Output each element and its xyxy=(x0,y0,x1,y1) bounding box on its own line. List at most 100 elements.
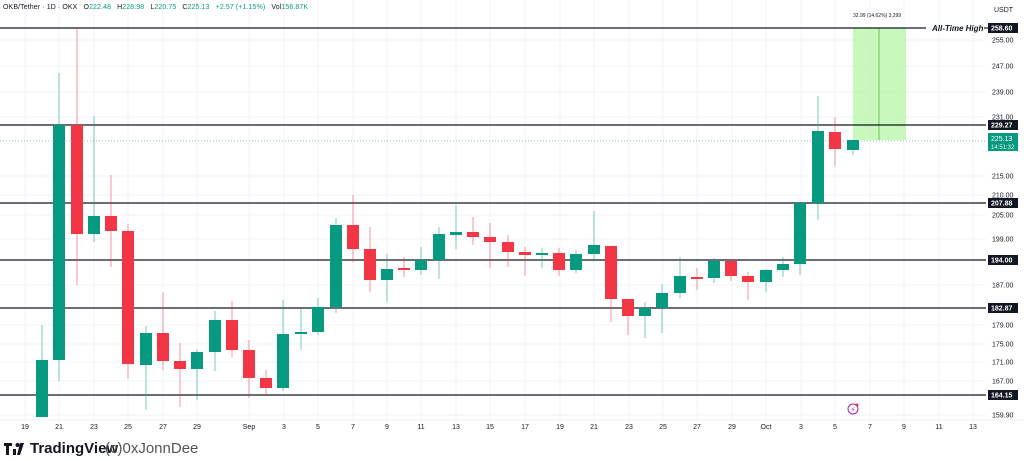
date-tick: 3 xyxy=(282,424,286,431)
level-price-badge xyxy=(988,303,1018,313)
date-tick: 15 xyxy=(486,424,494,431)
price-tick: 159.90 xyxy=(992,413,1014,420)
svg-text:225.13: 225.13 xyxy=(991,136,1013,143)
candle xyxy=(105,175,117,267)
current-price-badge: 225.13 14:51:32 xyxy=(988,133,1018,151)
candle xyxy=(639,302,651,338)
ohlc-legend: OKB/Tether · 1D · OKX O222.48 H228.98 L2… xyxy=(3,4,309,11)
price-tick: 167.00 xyxy=(992,379,1014,386)
measure-label: 32.99 (14.62%) 3,299 xyxy=(853,13,901,19)
ath-label: All-Time High xyxy=(931,24,984,33)
footer: TradingView (c)0xJonnDee xyxy=(0,438,1024,461)
date-tick: 23 xyxy=(625,424,633,431)
date-tick: 5 xyxy=(316,424,320,431)
low-value: 220.75 xyxy=(154,4,177,11)
price-tick: 179.00 xyxy=(992,323,1014,330)
candle xyxy=(484,223,496,268)
candle xyxy=(71,28,83,285)
candle xyxy=(191,349,203,400)
date-tick: 25 xyxy=(124,424,132,431)
high-value: 228.98 xyxy=(122,4,145,11)
date-tick: 9 xyxy=(902,424,906,431)
lightning-icon[interactable]: ⚡ xyxy=(847,403,859,415)
candle xyxy=(847,140,859,155)
price-tick: 231.00 xyxy=(992,115,1014,122)
candle xyxy=(674,257,686,298)
date-tick: 21 xyxy=(590,424,598,431)
currency-label: USDT xyxy=(994,7,1014,14)
level-price-badge xyxy=(988,120,1018,130)
price-tick: 239.00 xyxy=(992,90,1014,97)
candle xyxy=(536,248,548,268)
candle xyxy=(656,284,668,333)
candle xyxy=(140,326,152,410)
candle xyxy=(777,257,789,277)
date-tick: 21 xyxy=(55,424,63,431)
tradingview-logo[interactable]: TradingView xyxy=(4,440,118,457)
candle xyxy=(295,309,307,350)
candle xyxy=(157,292,169,370)
candle xyxy=(381,254,393,302)
symbol-title[interactable]: OKB/Tether · 1D · OKX xyxy=(3,4,78,11)
svg-text:⚡: ⚡ xyxy=(851,406,856,414)
close-value: 225.13 xyxy=(187,4,210,11)
candle xyxy=(226,301,238,357)
date-tick: 13 xyxy=(969,424,977,431)
candle xyxy=(36,325,48,417)
price-tick: 199.00 xyxy=(992,237,1014,244)
date-tick: 5 xyxy=(833,424,837,431)
date-tick: 11 xyxy=(417,424,424,431)
date-tick: 13 xyxy=(452,424,460,431)
candle xyxy=(829,117,841,166)
candle xyxy=(260,370,272,395)
date-tick: 29 xyxy=(728,424,736,431)
date-tick: 9 xyxy=(385,424,389,431)
svg-text:258.60: 258.60 xyxy=(991,26,1013,33)
candle xyxy=(415,247,427,275)
price-axis[interactable]: 255.00 247.00 239.00 231.00 215.00 210.00 205.… xyxy=(988,23,1018,420)
candle xyxy=(588,211,600,260)
candle xyxy=(691,268,703,290)
price-tick: 171.00 xyxy=(992,360,1014,367)
candle xyxy=(725,261,737,281)
candle xyxy=(364,227,376,292)
level-price-badge xyxy=(988,198,1018,208)
candle xyxy=(553,248,565,276)
price-tick: 205.00 xyxy=(992,213,1014,220)
date-tick: 7 xyxy=(868,424,872,431)
date-tick: 25 xyxy=(659,424,667,431)
time-axis[interactable]: 19 21 23 25 27 29 Sep 3 5 7 9 11 13 15 17 19 21 23 25 27 29 O… xyxy=(0,419,1024,431)
svg-text:229.27: 229.27 xyxy=(991,123,1013,130)
date-tick: Sep xyxy=(243,424,256,431)
candle xyxy=(467,217,479,245)
date-tick: 19 xyxy=(556,424,564,431)
svg-text:164.15: 164.15 xyxy=(991,393,1013,400)
price-tick: 255.00 xyxy=(992,38,1014,45)
candle xyxy=(347,195,359,262)
candle xyxy=(708,258,720,283)
candle xyxy=(450,205,462,249)
date-tick: 19 xyxy=(21,424,29,431)
open-value: 222.48 xyxy=(89,4,112,11)
svg-text:194.00: 194.00 xyxy=(991,258,1013,265)
candle xyxy=(398,257,410,277)
candle xyxy=(519,247,531,276)
svg-text:207.88: 207.88 xyxy=(991,201,1013,208)
date-tick: 3 xyxy=(799,424,803,431)
price-tick: 215.00 xyxy=(992,174,1014,181)
price-tick: 247.00 xyxy=(992,64,1014,71)
price-chart[interactable]: 32.99 (14.62%) 3,299 255.00247.00239.002… xyxy=(0,0,1024,438)
level-price-badge xyxy=(988,390,1018,400)
candle xyxy=(53,73,65,381)
candle xyxy=(330,218,342,313)
date-tick: 27 xyxy=(159,424,167,431)
candle xyxy=(174,343,186,407)
horizontal-levels xyxy=(0,27,988,396)
date-tick: 23 xyxy=(90,424,98,431)
candle xyxy=(794,203,806,275)
price-tick: 210.00 xyxy=(992,193,1014,200)
volume-value: 156.87K xyxy=(281,4,309,11)
svg-text:182.87: 182.87 xyxy=(991,306,1013,313)
date-tick: 27 xyxy=(693,424,701,431)
candle xyxy=(570,251,582,273)
